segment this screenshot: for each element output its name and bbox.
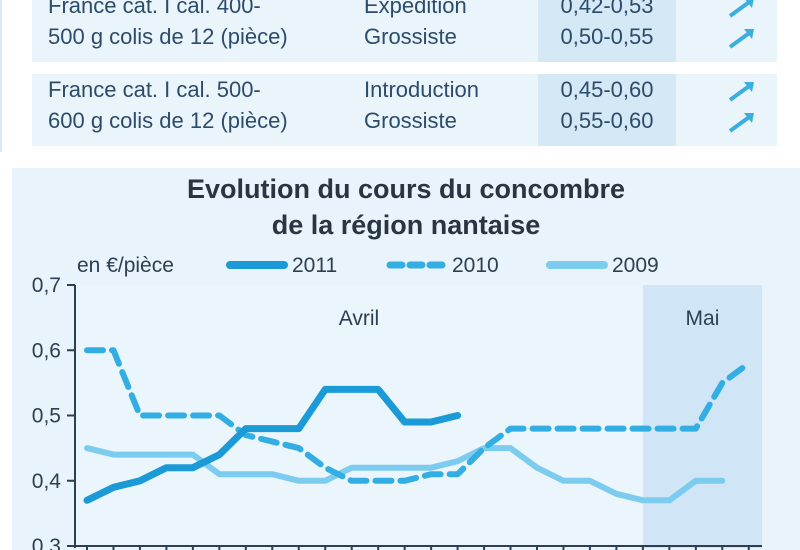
product-cell: France cat. I cal. 500- 600 g colis de 1…: [48, 74, 348, 136]
price-cell: 0,42-0,53 0,50-0,55: [538, 0, 676, 62]
chart-svg: Avril Mai 0,3 0,4 0,5 0,6 0,7 en €/pièce 2011 20…: [32, 254, 762, 550]
price-value: 0,55-0,60: [560, 108, 654, 133]
chart-panel: Evolution du cours du concombre de la ré…: [12, 168, 800, 550]
legend-label-2009: 2009: [612, 254, 659, 277]
price-table: 0,42-0,53 0,50-0,55 France cat. I cal. 4…: [0, 0, 800, 152]
legend-label-2011: 2011: [292, 254, 337, 277]
arrow-up-right-icon: [728, 82, 754, 102]
product-line: France cat. I cal. 400-: [48, 0, 261, 18]
month-label: Mai: [686, 307, 720, 330]
price-cell: 0,45-0,60 0,55-0,60: [538, 74, 676, 146]
series-line-2011: [83, 385, 462, 504]
y-tick-label: 0,5: [32, 405, 61, 428]
arrow-up-right-icon: [728, 0, 754, 18]
chart-title-line-1: Evolution du cours du concombre: [186, 174, 626, 204]
stage-cell: Introduction Grossiste: [364, 74, 544, 136]
price-value: 0,45-0,60: [560, 77, 654, 102]
product-line: France cat. I cal. 500-: [48, 77, 261, 102]
table-row: 0,42-0,53 0,50-0,55 France cat. I cal. 4…: [32, 0, 777, 62]
y-tick-label: 0,3: [32, 535, 61, 550]
product-line: 500 g colis de 12 (pièce): [48, 24, 288, 49]
product-cell: France cat. I cal. 400- 500 g colis de 1…: [48, 0, 348, 52]
series-line-2010: [84, 347, 752, 484]
chart-title-line-2: de la région nantaise: [271, 210, 541, 240]
stage-value: Introduction: [364, 77, 479, 102]
stage-value: Grossiste: [364, 24, 457, 49]
stage-value: Expédition: [364, 0, 467, 18]
stage-value: Grossiste: [364, 108, 457, 133]
y-tick-label: 0,6: [32, 339, 61, 362]
trend-cell: [722, 0, 772, 52]
y-tick-label: 0,7: [32, 274, 61, 297]
arrow-up-right-icon: [728, 113, 754, 133]
product-line: 600 g colis de 12 (pièce): [48, 108, 288, 133]
stage-cell: Expédition Grossiste: [364, 0, 544, 52]
row-separator: [32, 64, 777, 66]
price-value: 0,50-0,55: [560, 24, 654, 49]
price-value: 0,42-0,53: [560, 0, 654, 18]
trend-cell: [722, 74, 772, 136]
arrow-up-right-icon: [728, 29, 754, 49]
y-axis-label: en €/pièce: [77, 254, 174, 277]
series-line-2009: [84, 445, 726, 504]
y-tick-label: 0,4: [32, 470, 62, 493]
legend-label-2010: 2010: [452, 254, 499, 277]
month-label: Avril: [339, 307, 379, 330]
table-row: 0,45-0,60 0,55-0,60 France cat. I cal. 5…: [32, 74, 777, 146]
